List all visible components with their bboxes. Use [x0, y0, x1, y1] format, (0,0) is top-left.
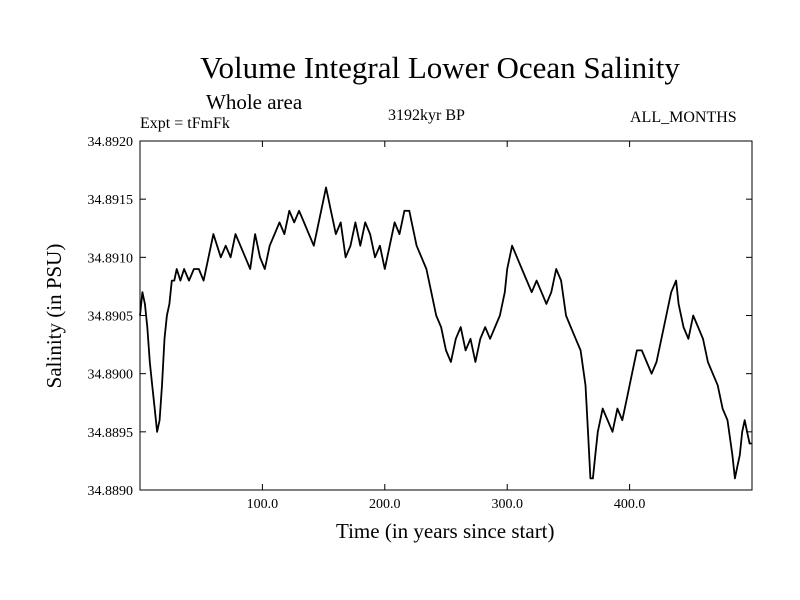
chart-subtitle: Whole area [206, 90, 303, 114]
tick-labels: 100.0 200.0 300.0 400.0 34.8890 34.8895 34.890… [88, 135, 646, 512]
y-tick-label: 34.8905 [88, 310, 134, 325]
y-axis-label: Salinity (in PSU) [42, 244, 66, 389]
plot-frame [139, 140, 753, 491]
x-axis-label: Time (in years since start) [336, 519, 555, 543]
y-tick-label: 34.8895 [88, 426, 134, 441]
chart-title: Volume Integral Lower Ocean Salinity [200, 50, 680, 85]
x-tick-label: 100.0 [247, 497, 279, 512]
y-tick-label: 34.8920 [88, 135, 134, 150]
x-tick-label: 400.0 [614, 497, 646, 512]
y-tick-label: 34.8890 [88, 484, 134, 499]
salinity-series-line [139, 186, 752, 480]
y-tick-label: 34.8915 [88, 193, 134, 208]
x-tick-label: 200.0 [369, 497, 401, 512]
months-label: ALL_MONTHS [630, 109, 737, 126]
x-tick-label: 300.0 [491, 497, 523, 512]
y-tick-label: 34.8900 [88, 368, 134, 383]
y-tick-label: 34.8910 [88, 251, 134, 266]
axis-ticks [140, 140, 752, 491]
period-label: 3192kyr BP [388, 107, 465, 124]
experiment-label: Expt = tFmFk [140, 115, 230, 132]
